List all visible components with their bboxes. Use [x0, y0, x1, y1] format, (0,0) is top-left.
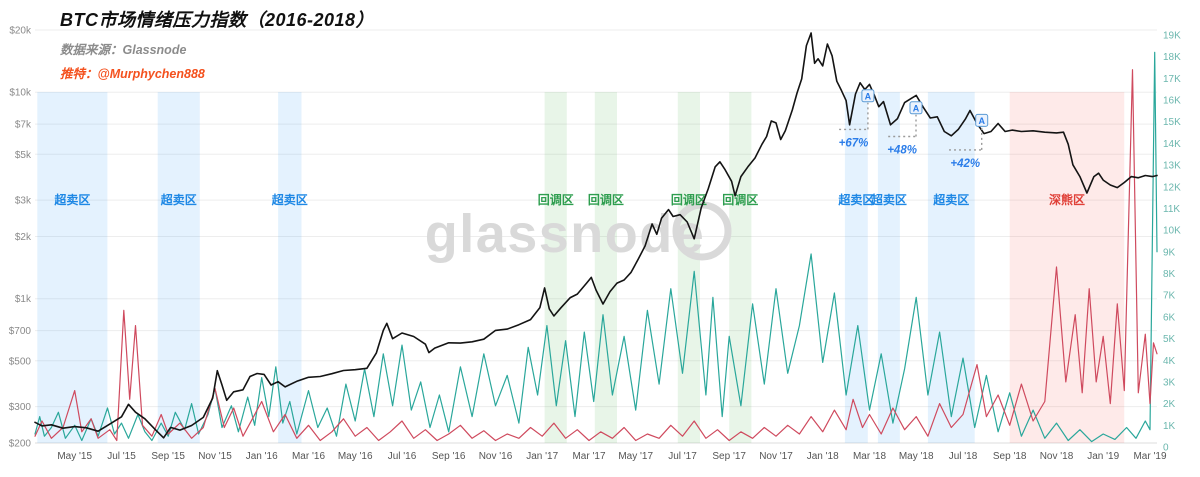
zone-label: 深熊区 [1049, 192, 1085, 207]
x-axis-label: Nov '16 [479, 451, 513, 462]
right-axis-label: 9K [1163, 247, 1176, 258]
zone-label: 回调区 [538, 193, 574, 207]
left-axis-label: $300 [9, 402, 32, 413]
left-axis-label: $700 [9, 326, 32, 337]
right-axis-label: 2K [1163, 399, 1176, 410]
zone-band-oversold [927, 92, 975, 443]
x-axis-label: Mar '16 [292, 451, 325, 462]
annotation-marker-a-label: A [913, 103, 920, 113]
right-axis-label: 16K [1163, 96, 1181, 107]
right-axis-label: 10K [1163, 226, 1181, 237]
right-axis-label: 7K [1163, 291, 1176, 302]
left-axis-label: $1k [15, 294, 32, 305]
data-source-label: 数据来源：Glassnode [60, 43, 187, 57]
left-axis-label: $20k [9, 26, 32, 37]
right-axis-label: 15K [1163, 117, 1181, 128]
right-axis-label: 5K [1163, 334, 1176, 345]
annotation-label: +67% [839, 137, 869, 149]
zone-band-pullback [677, 92, 700, 443]
zone-band-pullback [594, 92, 617, 443]
left-axis-label: $500 [9, 356, 32, 367]
x-axis-label: Nov '18 [1040, 451, 1074, 462]
zone-label: 回调区 [671, 193, 707, 207]
zone-label: 超卖区 [837, 192, 874, 207]
zone-label: 超卖区 [870, 192, 907, 207]
x-axis-label: May '16 [338, 451, 373, 462]
zone-band-oversold [157, 92, 200, 443]
zone-label: 回调区 [722, 193, 758, 207]
x-axis-label: Jan '16 [246, 451, 278, 462]
x-axis-label: Mar '19 [1133, 451, 1166, 462]
x-axis-label: May '17 [618, 451, 653, 462]
x-axis-label: Sep '18 [993, 451, 1027, 462]
zone-band-pullback [544, 92, 567, 443]
pressure-teal-line [34, 51, 1158, 443]
annotation-marker-a-label: A [865, 91, 872, 101]
right-axis-label: 1K [1163, 421, 1176, 432]
x-axis-label: Nov '15 [198, 451, 232, 462]
x-axis-label: Jul '16 [388, 451, 417, 462]
annotation-marker-a [861, 89, 875, 103]
right-axis-label: 12K [1163, 182, 1181, 193]
right-axis-label: 17K [1163, 74, 1181, 85]
right-axis-label: 11K [1163, 204, 1180, 215]
watermark-text: glassnode [425, 204, 706, 264]
right-axis-label: 18K [1163, 52, 1181, 63]
x-axis-label: Jan '18 [807, 451, 839, 462]
zone-band-oversold [278, 92, 302, 443]
left-axis-label: $10k [9, 88, 32, 99]
zone-band-oversold [877, 92, 900, 443]
left-axis-label: $3k [15, 196, 32, 207]
right-axis-label: 6K [1163, 312, 1176, 323]
zone-label: 超卖区 [932, 192, 969, 207]
zone-band-deepbear [1009, 92, 1125, 443]
zone-label: 超卖区 [271, 192, 308, 207]
left-axis-label: $7k [15, 120, 32, 131]
chart-header: BTC市场情绪压力指数（2016-2018） 数据来源：Glassnode 推特… [60, 6, 374, 82]
btc-price-line [34, 32, 1158, 439]
x-axis-label: Sep '16 [432, 451, 466, 462]
x-axis-label: Sep '15 [151, 451, 185, 462]
left-axis-label: $2k [15, 232, 32, 243]
x-axis-label: Jan '17 [526, 451, 558, 462]
left-axis-label: $5k [15, 150, 32, 161]
x-axis-label: Mar '18 [853, 451, 886, 462]
annotation-label: +48% [887, 145, 917, 157]
annotation-marker-a-label: A [978, 116, 985, 126]
twitter-handle-label: 推特：@Murphychen888 [60, 67, 205, 81]
right-axis-label: 3K [1163, 377, 1176, 388]
right-axis-label: 13K [1163, 161, 1181, 172]
annotation-marker-a [909, 101, 923, 115]
zone-band-oversold [37, 92, 108, 443]
x-axis-label: Jul '15 [107, 451, 136, 462]
pressure-red-line [34, 69, 1158, 442]
x-axis-label: Jul '17 [668, 451, 697, 462]
x-axis-label: May '18 [899, 451, 934, 462]
zone-label: 超卖区 [53, 192, 90, 207]
x-axis-label: Sep '17 [712, 451, 746, 462]
right-axis-label: 14K [1163, 139, 1181, 150]
right-axis-label: 8K [1163, 269, 1176, 280]
right-axis-label: 4K [1163, 356, 1176, 367]
x-axis-label: May '15 [57, 451, 92, 462]
annotation-marker-a [975, 113, 989, 127]
zone-label: 回调区 [588, 193, 624, 207]
zone-label: 超卖区 [160, 192, 197, 207]
annotation-label: +42% [950, 158, 980, 170]
x-axis-label: Jul '18 [949, 451, 978, 462]
right-axis-label: 0 [1163, 443, 1169, 454]
zone-band-pullback [729, 92, 752, 443]
chart-title: BTC市场情绪压力指数（2016-2018） [60, 10, 375, 30]
x-axis-label: Mar '17 [572, 451, 605, 462]
x-axis-label: Nov '17 [759, 451, 793, 462]
right-axis-label: 19K [1163, 31, 1181, 42]
x-axis-label: Jan '19 [1087, 451, 1119, 462]
left-axis-label: $200 [9, 439, 32, 450]
